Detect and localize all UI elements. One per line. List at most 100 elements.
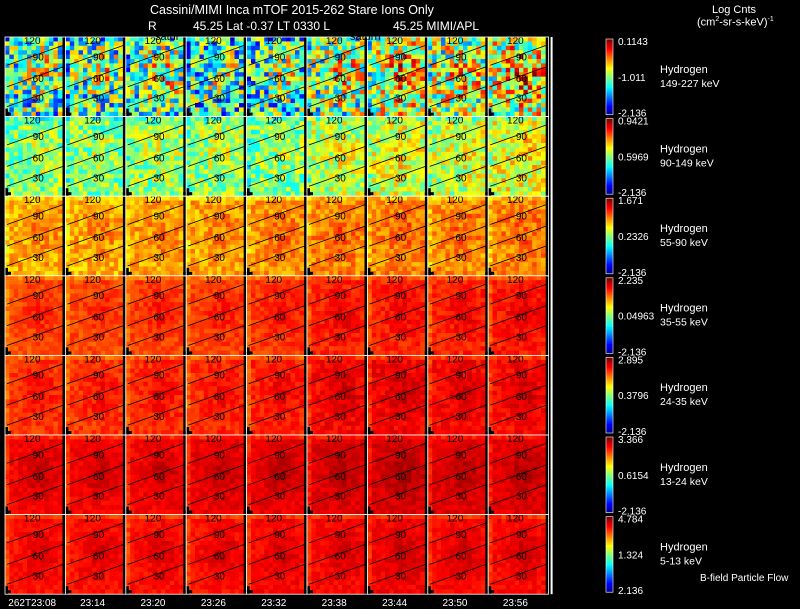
pixel-cell xyxy=(212,63,218,69)
pixel-cell xyxy=(49,235,54,241)
pixel-cell xyxy=(239,191,244,197)
pixel-cell xyxy=(78,85,84,91)
pixel-cell xyxy=(190,116,196,122)
pixel-cell xyxy=(18,213,23,219)
pixel-cell xyxy=(505,173,511,179)
pixel-cell xyxy=(178,81,184,86)
pixel-cell xyxy=(139,107,144,113)
pixel-cell xyxy=(78,98,84,104)
pixel-cell xyxy=(273,147,278,153)
pixel-cell xyxy=(527,59,533,64)
pixel-cell xyxy=(541,111,546,117)
pixel-cell xyxy=(307,81,312,86)
pixel-cell xyxy=(488,54,493,60)
pixel-cell xyxy=(234,129,240,135)
pixel-cell xyxy=(445,103,451,108)
pixel-cell xyxy=(69,67,75,73)
pixel-cell xyxy=(87,187,93,192)
pixel-cell xyxy=(536,94,542,99)
contour-label: 30 xyxy=(33,94,45,105)
pixel-cell xyxy=(234,111,240,117)
pixel-cell xyxy=(130,165,135,170)
pixel-cell xyxy=(471,111,477,117)
pixel-cell xyxy=(18,222,23,228)
pixel-cell xyxy=(281,67,287,73)
pixel-cell xyxy=(411,50,417,55)
pixel-cell xyxy=(407,45,412,51)
pixel-cell xyxy=(359,94,365,99)
pixel-cell xyxy=(385,187,390,192)
pixel-cell xyxy=(203,76,209,82)
pixel-cell xyxy=(351,143,356,148)
pixel-cell xyxy=(230,156,235,161)
pixel-cell xyxy=(113,129,119,135)
pixel-cell xyxy=(480,89,486,95)
pixel-cell xyxy=(165,85,171,91)
pixel-cell xyxy=(320,125,325,131)
contour-label: 30 xyxy=(335,94,347,105)
pixel-cell xyxy=(78,165,84,170)
pixel-cell xyxy=(53,262,59,267)
pixel-cell xyxy=(315,134,321,139)
pixel-cell xyxy=(311,165,317,170)
pixel-cell xyxy=(436,156,442,161)
pixel-cell xyxy=(22,85,28,91)
pixel-cell xyxy=(497,169,502,175)
pixel-cell xyxy=(113,213,119,219)
pixel-cell xyxy=(281,143,287,148)
pixel-cell xyxy=(105,50,110,55)
pixel-cell xyxy=(427,143,433,148)
pixel-cell xyxy=(113,191,119,197)
pixel-cell xyxy=(69,63,75,69)
pixel-cell xyxy=(40,41,45,47)
pixel-cell xyxy=(212,111,218,117)
pixel-cell xyxy=(40,165,45,170)
pixel-cell xyxy=(324,107,330,113)
pixel-cell xyxy=(415,169,421,175)
pixel-cell xyxy=(74,89,79,95)
contour-label: 30 xyxy=(214,173,226,184)
pixel-cell xyxy=(467,178,473,183)
pixel-cell xyxy=(246,173,252,179)
pixel-cell xyxy=(53,89,59,95)
pixel-cell xyxy=(527,103,533,108)
pixel-cell xyxy=(53,209,59,215)
pixel-cell xyxy=(139,45,144,51)
pixel-cell xyxy=(83,37,88,42)
pixel-cell xyxy=(74,72,79,77)
pixel-cell xyxy=(497,41,502,47)
pixel-cell xyxy=(13,271,19,276)
pixel-cell xyxy=(109,81,115,86)
pixel-cell xyxy=(315,147,321,153)
pixel-cell xyxy=(35,54,41,60)
pixel-cell xyxy=(514,85,520,91)
pixel-cell xyxy=(165,37,171,42)
pixel-cell xyxy=(13,235,19,241)
pixel-cell xyxy=(251,76,256,82)
pixel-cell xyxy=(31,111,37,117)
pixel-cell xyxy=(367,89,373,95)
pixel-cell xyxy=(152,94,157,99)
pixel-cell xyxy=(436,94,442,99)
pixel-cell xyxy=(109,178,115,183)
pixel-cell xyxy=(230,151,235,157)
pixel-cell xyxy=(230,59,235,64)
pixel-cell xyxy=(471,94,477,99)
pixel-cell xyxy=(100,227,106,232)
contour-label: 120 xyxy=(24,195,41,206)
pixel-cell xyxy=(203,41,209,47)
pixel-cell xyxy=(501,169,507,175)
pixel-cell xyxy=(255,37,261,42)
pixel-cell xyxy=(65,103,71,108)
pixel-cell xyxy=(118,151,123,157)
pixel-cell xyxy=(190,50,196,55)
pixel-cell xyxy=(415,156,421,161)
pixel-cell xyxy=(156,50,162,55)
pixel-cell xyxy=(125,72,131,77)
pixel-cell xyxy=(203,81,209,86)
pixel-cell xyxy=(501,116,507,122)
pixel-cell xyxy=(169,41,175,47)
pixel-cell xyxy=(320,147,325,153)
contour-label: 60 xyxy=(93,153,105,164)
pixel-cell xyxy=(371,187,377,192)
